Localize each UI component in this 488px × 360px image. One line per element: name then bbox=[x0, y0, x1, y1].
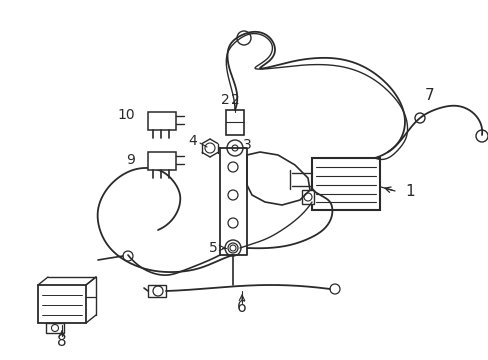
Text: 6: 6 bbox=[237, 301, 246, 315]
Bar bbox=[148, 112, 176, 130]
Text: 2: 2 bbox=[230, 93, 239, 107]
Bar bbox=[225, 110, 244, 135]
Bar bbox=[38, 285, 86, 323]
Bar bbox=[302, 190, 313, 204]
Text: 1: 1 bbox=[404, 184, 414, 198]
Text: 10: 10 bbox=[117, 108, 135, 122]
Text: 4: 4 bbox=[188, 134, 197, 148]
Text: 9: 9 bbox=[126, 153, 135, 167]
Text: 7: 7 bbox=[425, 87, 434, 103]
Text: 8: 8 bbox=[57, 334, 67, 350]
Text: 2: 2 bbox=[220, 93, 229, 107]
Bar bbox=[148, 152, 176, 170]
Text: 3: 3 bbox=[243, 138, 251, 152]
Bar bbox=[311, 158, 379, 210]
Bar bbox=[148, 285, 165, 297]
Text: 5: 5 bbox=[209, 241, 218, 255]
Bar bbox=[46, 323, 64, 333]
